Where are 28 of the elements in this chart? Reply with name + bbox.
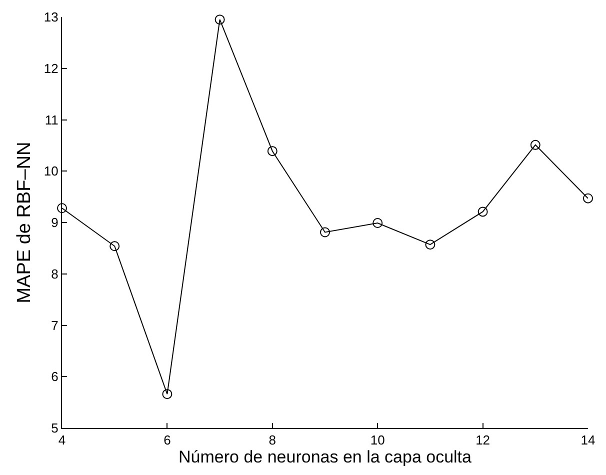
point bbox=[425, 240, 436, 250]
point bbox=[162, 389, 172, 400]
y-tick-label: 8 bbox=[51, 266, 58, 282]
y-tick-label: 9 bbox=[51, 215, 58, 230]
y-axis-title: MAPE de RBF–NN bbox=[14, 142, 35, 304]
point bbox=[372, 218, 383, 228]
point bbox=[267, 146, 278, 156]
x-tick-label: 14 bbox=[580, 432, 596, 448]
point bbox=[583, 193, 593, 204]
y-tick-label: 11 bbox=[44, 112, 58, 128]
x-tick-label: 12 bbox=[476, 432, 490, 448]
x-tick-label: 10 bbox=[370, 432, 385, 448]
x-tick-label: 6 bbox=[164, 432, 171, 448]
point bbox=[57, 203, 67, 214]
x-tick-label: 8 bbox=[268, 432, 276, 448]
y-tick-label: 13 bbox=[44, 10, 58, 25]
point bbox=[214, 14, 225, 25]
point bbox=[110, 241, 120, 252]
x-tick-label: 4 bbox=[58, 432, 66, 448]
point bbox=[478, 206, 488, 217]
y-tick-label: 5 bbox=[51, 420, 58, 436]
y-tick-label: 7 bbox=[51, 318, 58, 333]
y-tick-label: 12 bbox=[44, 60, 58, 76]
point bbox=[320, 227, 330, 238]
y-tick-label: 10 bbox=[44, 164, 58, 179]
x-axis-title: Número de neuronas en la capa oculta bbox=[178, 448, 472, 467]
point bbox=[530, 140, 540, 150]
y-tick-label: 6 bbox=[51, 369, 58, 384]
